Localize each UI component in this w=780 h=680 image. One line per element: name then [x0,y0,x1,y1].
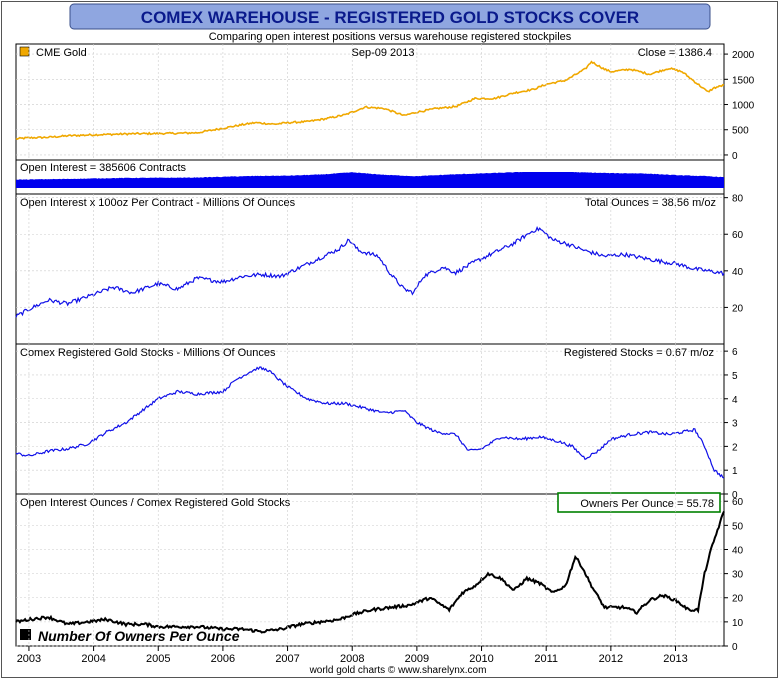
x-tick-label: 2005 [146,653,170,665]
x-tick-label: 2009 [405,653,429,665]
y-tick-label: 5 [732,371,738,382]
x-tick-label: 2011 [534,653,558,665]
x-tick-label: 2012 [599,653,623,665]
y-tick-label: 60 [732,497,744,508]
chart-title: COMEX WAREHOUSE - REGISTERED GOLD STOCKS… [141,8,639,27]
x-tick-label: 2007 [275,653,299,665]
panel-registered-stocks: 0 1 2 3 4 5 6 Comex Registered Gold Stocks - M… [15,343,738,501]
y-tick-label: 20 [732,594,744,605]
y-tick-label: 3 [732,419,738,430]
y-tick-label: 10 [732,618,744,629]
owners-y-grid [16,500,724,647]
owners-legend-swatch [20,629,31,640]
oi-ounces-y-grid [16,197,724,308]
oi-ounces-title: Open Interest x 100oz Per Contract - Mil… [20,197,296,209]
y-tick-label: 30 [732,570,744,581]
y-tick-label: 0 [732,151,738,162]
y-tick-label: 2 [732,442,738,453]
gold-y-ticks: 0 500 1000 1500 2000 [724,50,755,162]
y-tick-label: 80 [732,194,744,205]
y-tick-label: 1000 [732,101,755,112]
x-tick-label: 2010 [469,653,493,665]
chart-subtitle: Comparing open interest positions versus… [209,31,572,43]
y-tick-label: 20 [732,303,744,314]
x-tick-label: 2003 [17,653,41,665]
panel-oi-ounces-border [15,193,725,345]
owners-y-ticks: 0 10 20 30 40 50 60 [724,497,744,653]
owners-title: Open Interest Ounces / Comex Registered … [20,497,291,509]
x-tick-label: 2006 [211,653,235,665]
title-bar [69,3,711,30]
x-axis: 2003 2004 2005 2006 2007 2008 2009 2010 2011 2012… [17,44,688,665]
open-interest-readout: Open Interest = 385606 Contracts [20,162,187,174]
panel-gold-border [15,43,725,161]
panel-owners-per-ounce: 0 10 20 30 40 50 60 Open Interest Ounces / Com… [15,492,744,653]
gold-date-label: Sep-09 2013 [352,47,415,59]
gold-price-line [15,60,725,140]
x-tick-label: 2013 [663,653,687,665]
panel-gold: 0 500 1000 1500 2000 CME Gold Sep-09 2013 Cl… [15,43,755,162]
y-tick-label: 40 [732,545,744,556]
oi-ounces-y-ticks: 20 40 60 80 [724,194,744,314]
owners-per-ounce-line [15,510,725,634]
panel-owners-border [15,493,725,647]
owners-readout: Owners Per Ounce = 55.78 [580,498,714,510]
y-tick-label: 40 [732,267,744,278]
y-tick-label: 4 [732,395,738,406]
gold-legend-swatch [19,46,30,57]
y-tick-label: 2000 [732,50,755,61]
panel-oi-ounces: 20 40 60 80 Open Interest x 100oz Per Contr… [15,193,744,345]
owners-legend-label: Number Of Owners Per Ounce [38,628,240,644]
gold-legend-label: CME Gold [36,47,87,59]
y-tick-label: 0 [732,490,738,501]
registered-stocks-y-ticks: 0 1 2 3 4 5 6 [724,347,738,501]
x-tick-label: 2008 [340,653,364,665]
oi-ounces-readout: Total Ounces = 38.56 m/oz [585,197,716,209]
oi-ounces-line [15,226,725,318]
panel-open-interest: Open Interest = 385606 Contracts [15,159,725,195]
panel-registered-stocks-border [15,343,725,495]
open-interest-area [16,172,724,188]
y-tick-label: 60 [732,230,744,241]
y-tick-label: 500 [732,126,749,137]
y-tick-label: 1 [732,466,738,477]
x-tick-label: 2004 [81,653,105,665]
y-tick-label: 1500 [732,75,755,86]
registered-stocks-line [15,366,725,479]
y-tick-label: 50 [732,521,744,532]
registered-stocks-readout: Registered Stocks = 0.67 m/oz [564,347,714,359]
registered-stocks-title: Comex Registered Gold Stocks - Millions … [20,347,276,359]
y-tick-label: 0 [732,642,738,653]
gold-close-readout: Close = 1386.4 [638,47,712,59]
y-tick-label: 6 [732,347,738,358]
footer-credit: world gold charts © www.sharelynx.com [309,665,487,676]
gold-y-grid [16,53,724,156]
owners-readout-box [557,492,721,513]
